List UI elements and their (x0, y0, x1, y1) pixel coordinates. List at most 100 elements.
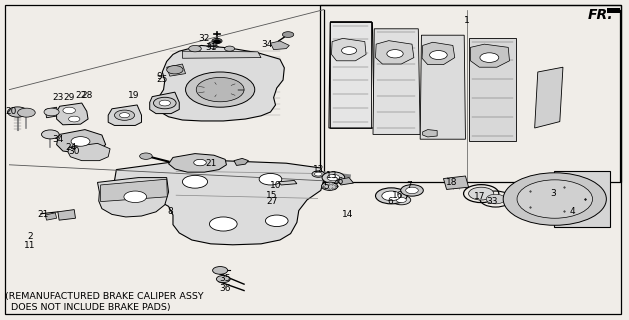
Circle shape (8, 107, 28, 117)
Circle shape (376, 188, 407, 204)
Text: 36: 36 (220, 284, 231, 293)
Text: 20: 20 (6, 108, 17, 116)
Circle shape (406, 187, 418, 194)
Polygon shape (68, 143, 110, 161)
Text: 35: 35 (220, 274, 231, 283)
Circle shape (401, 185, 423, 196)
Circle shape (18, 108, 35, 117)
Circle shape (182, 175, 208, 188)
Text: 27: 27 (266, 197, 277, 206)
Text: (REMANUFACTURED BRAKE CALIPER ASSY: (REMANUFACTURED BRAKE CALIPER ASSY (5, 292, 204, 300)
Polygon shape (420, 35, 465, 139)
Polygon shape (101, 179, 167, 202)
Circle shape (114, 110, 135, 120)
Circle shape (322, 172, 345, 183)
Polygon shape (373, 29, 420, 134)
Text: 19: 19 (128, 92, 139, 100)
Text: 29: 29 (64, 93, 75, 102)
Polygon shape (443, 176, 469, 189)
Text: DOES NOT INCLUDE BRAKE PADS): DOES NOT INCLUDE BRAKE PADS) (5, 303, 170, 312)
Text: 25: 25 (157, 76, 168, 84)
Text: 15: 15 (266, 191, 277, 200)
Circle shape (469, 187, 494, 200)
Circle shape (314, 172, 322, 176)
Text: 31: 31 (205, 43, 216, 52)
Circle shape (159, 100, 170, 106)
Circle shape (196, 77, 244, 102)
Circle shape (517, 180, 593, 218)
Text: 2: 2 (28, 232, 33, 241)
Circle shape (387, 50, 403, 58)
Circle shape (259, 173, 282, 185)
Text: 5: 5 (323, 182, 329, 191)
Text: 23: 23 (53, 93, 64, 102)
Circle shape (124, 191, 147, 203)
Text: 21: 21 (37, 210, 48, 219)
Circle shape (212, 38, 222, 44)
Circle shape (342, 47, 357, 54)
Polygon shape (535, 67, 563, 128)
Circle shape (327, 174, 340, 181)
Circle shape (42, 130, 59, 139)
Text: 26: 26 (333, 177, 344, 186)
Text: 28: 28 (81, 92, 92, 100)
Text: 4: 4 (570, 207, 575, 216)
Polygon shape (422, 42, 455, 65)
Circle shape (312, 171, 325, 177)
Text: 24: 24 (65, 143, 77, 152)
Polygon shape (150, 92, 179, 114)
Polygon shape (234, 158, 248, 165)
Text: 10: 10 (270, 181, 281, 190)
Text: 13: 13 (326, 172, 338, 180)
Bar (320, 5, 621, 182)
Circle shape (194, 159, 206, 166)
Polygon shape (167, 64, 186, 76)
Polygon shape (607, 8, 620, 13)
Polygon shape (337, 178, 353, 185)
Text: 8: 8 (167, 207, 173, 216)
Circle shape (63, 107, 75, 114)
Polygon shape (182, 51, 261, 58)
Polygon shape (45, 107, 58, 118)
Text: 34: 34 (52, 135, 64, 144)
Circle shape (167, 66, 183, 74)
Text: 14: 14 (342, 210, 353, 219)
Text: 7: 7 (406, 181, 412, 190)
Polygon shape (97, 178, 169, 217)
Polygon shape (169, 154, 226, 172)
Circle shape (186, 72, 255, 107)
Circle shape (209, 217, 237, 231)
Polygon shape (376, 41, 414, 64)
Polygon shape (469, 38, 516, 141)
Text: 21: 21 (206, 159, 217, 168)
Circle shape (153, 97, 176, 109)
Polygon shape (157, 45, 284, 121)
Polygon shape (270, 41, 289, 50)
Circle shape (503, 173, 606, 225)
Text: 33: 33 (486, 197, 498, 206)
Circle shape (213, 40, 221, 44)
Polygon shape (554, 171, 610, 227)
Text: 9: 9 (156, 72, 162, 81)
Circle shape (396, 197, 406, 203)
Text: 30: 30 (69, 148, 80, 156)
Text: 22: 22 (75, 92, 86, 100)
Text: 11: 11 (25, 241, 36, 250)
Polygon shape (331, 38, 366, 61)
Polygon shape (114, 161, 324, 245)
Text: 12: 12 (313, 165, 324, 174)
Circle shape (189, 45, 201, 52)
Circle shape (120, 113, 130, 118)
Circle shape (486, 194, 505, 204)
Text: 1: 1 (464, 16, 470, 25)
Circle shape (430, 51, 447, 60)
Polygon shape (57, 103, 88, 125)
Circle shape (282, 32, 294, 37)
Circle shape (71, 137, 90, 146)
Circle shape (140, 153, 152, 159)
Polygon shape (58, 210, 75, 220)
Circle shape (265, 215, 288, 227)
Polygon shape (330, 21, 371, 128)
Circle shape (225, 46, 235, 51)
Text: 34: 34 (262, 40, 273, 49)
